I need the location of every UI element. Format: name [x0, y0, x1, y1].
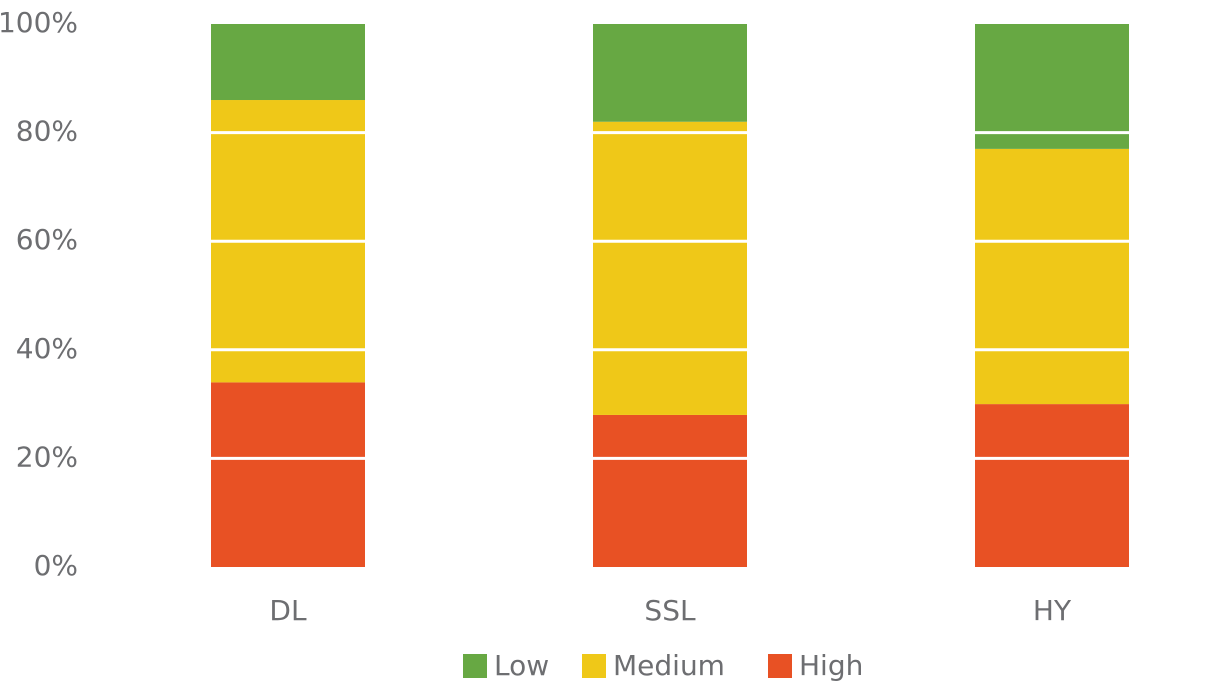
x-tick-label: DL	[269, 594, 307, 627]
legend-swatch	[582, 654, 606, 678]
bar-segment	[975, 148, 1129, 405]
legend-label: Medium	[613, 649, 725, 682]
bar-segment	[211, 382, 365, 567]
legend-label: Low	[494, 649, 549, 682]
bar-segment	[593, 414, 747, 567]
x-tick-label: SSL	[644, 594, 696, 627]
x-tick-label: HY	[1033, 594, 1072, 627]
y-tick-label: 60%	[16, 223, 78, 256]
bar-segment	[211, 24, 365, 101]
y-tick-label: 40%	[16, 332, 78, 365]
y-tick-label: 80%	[16, 115, 78, 148]
y-tick-label: 100%	[0, 6, 78, 39]
bar-segment	[975, 24, 1129, 149]
y-tick-label: 20%	[16, 440, 78, 473]
y-tick-label: 0%	[34, 549, 78, 582]
bar-segment	[593, 24, 747, 122]
legend-swatch	[768, 654, 792, 678]
legend-label: High	[799, 649, 863, 682]
bar-segment	[593, 121, 747, 415]
legend-swatch	[463, 654, 487, 678]
bar-segment	[975, 404, 1129, 567]
